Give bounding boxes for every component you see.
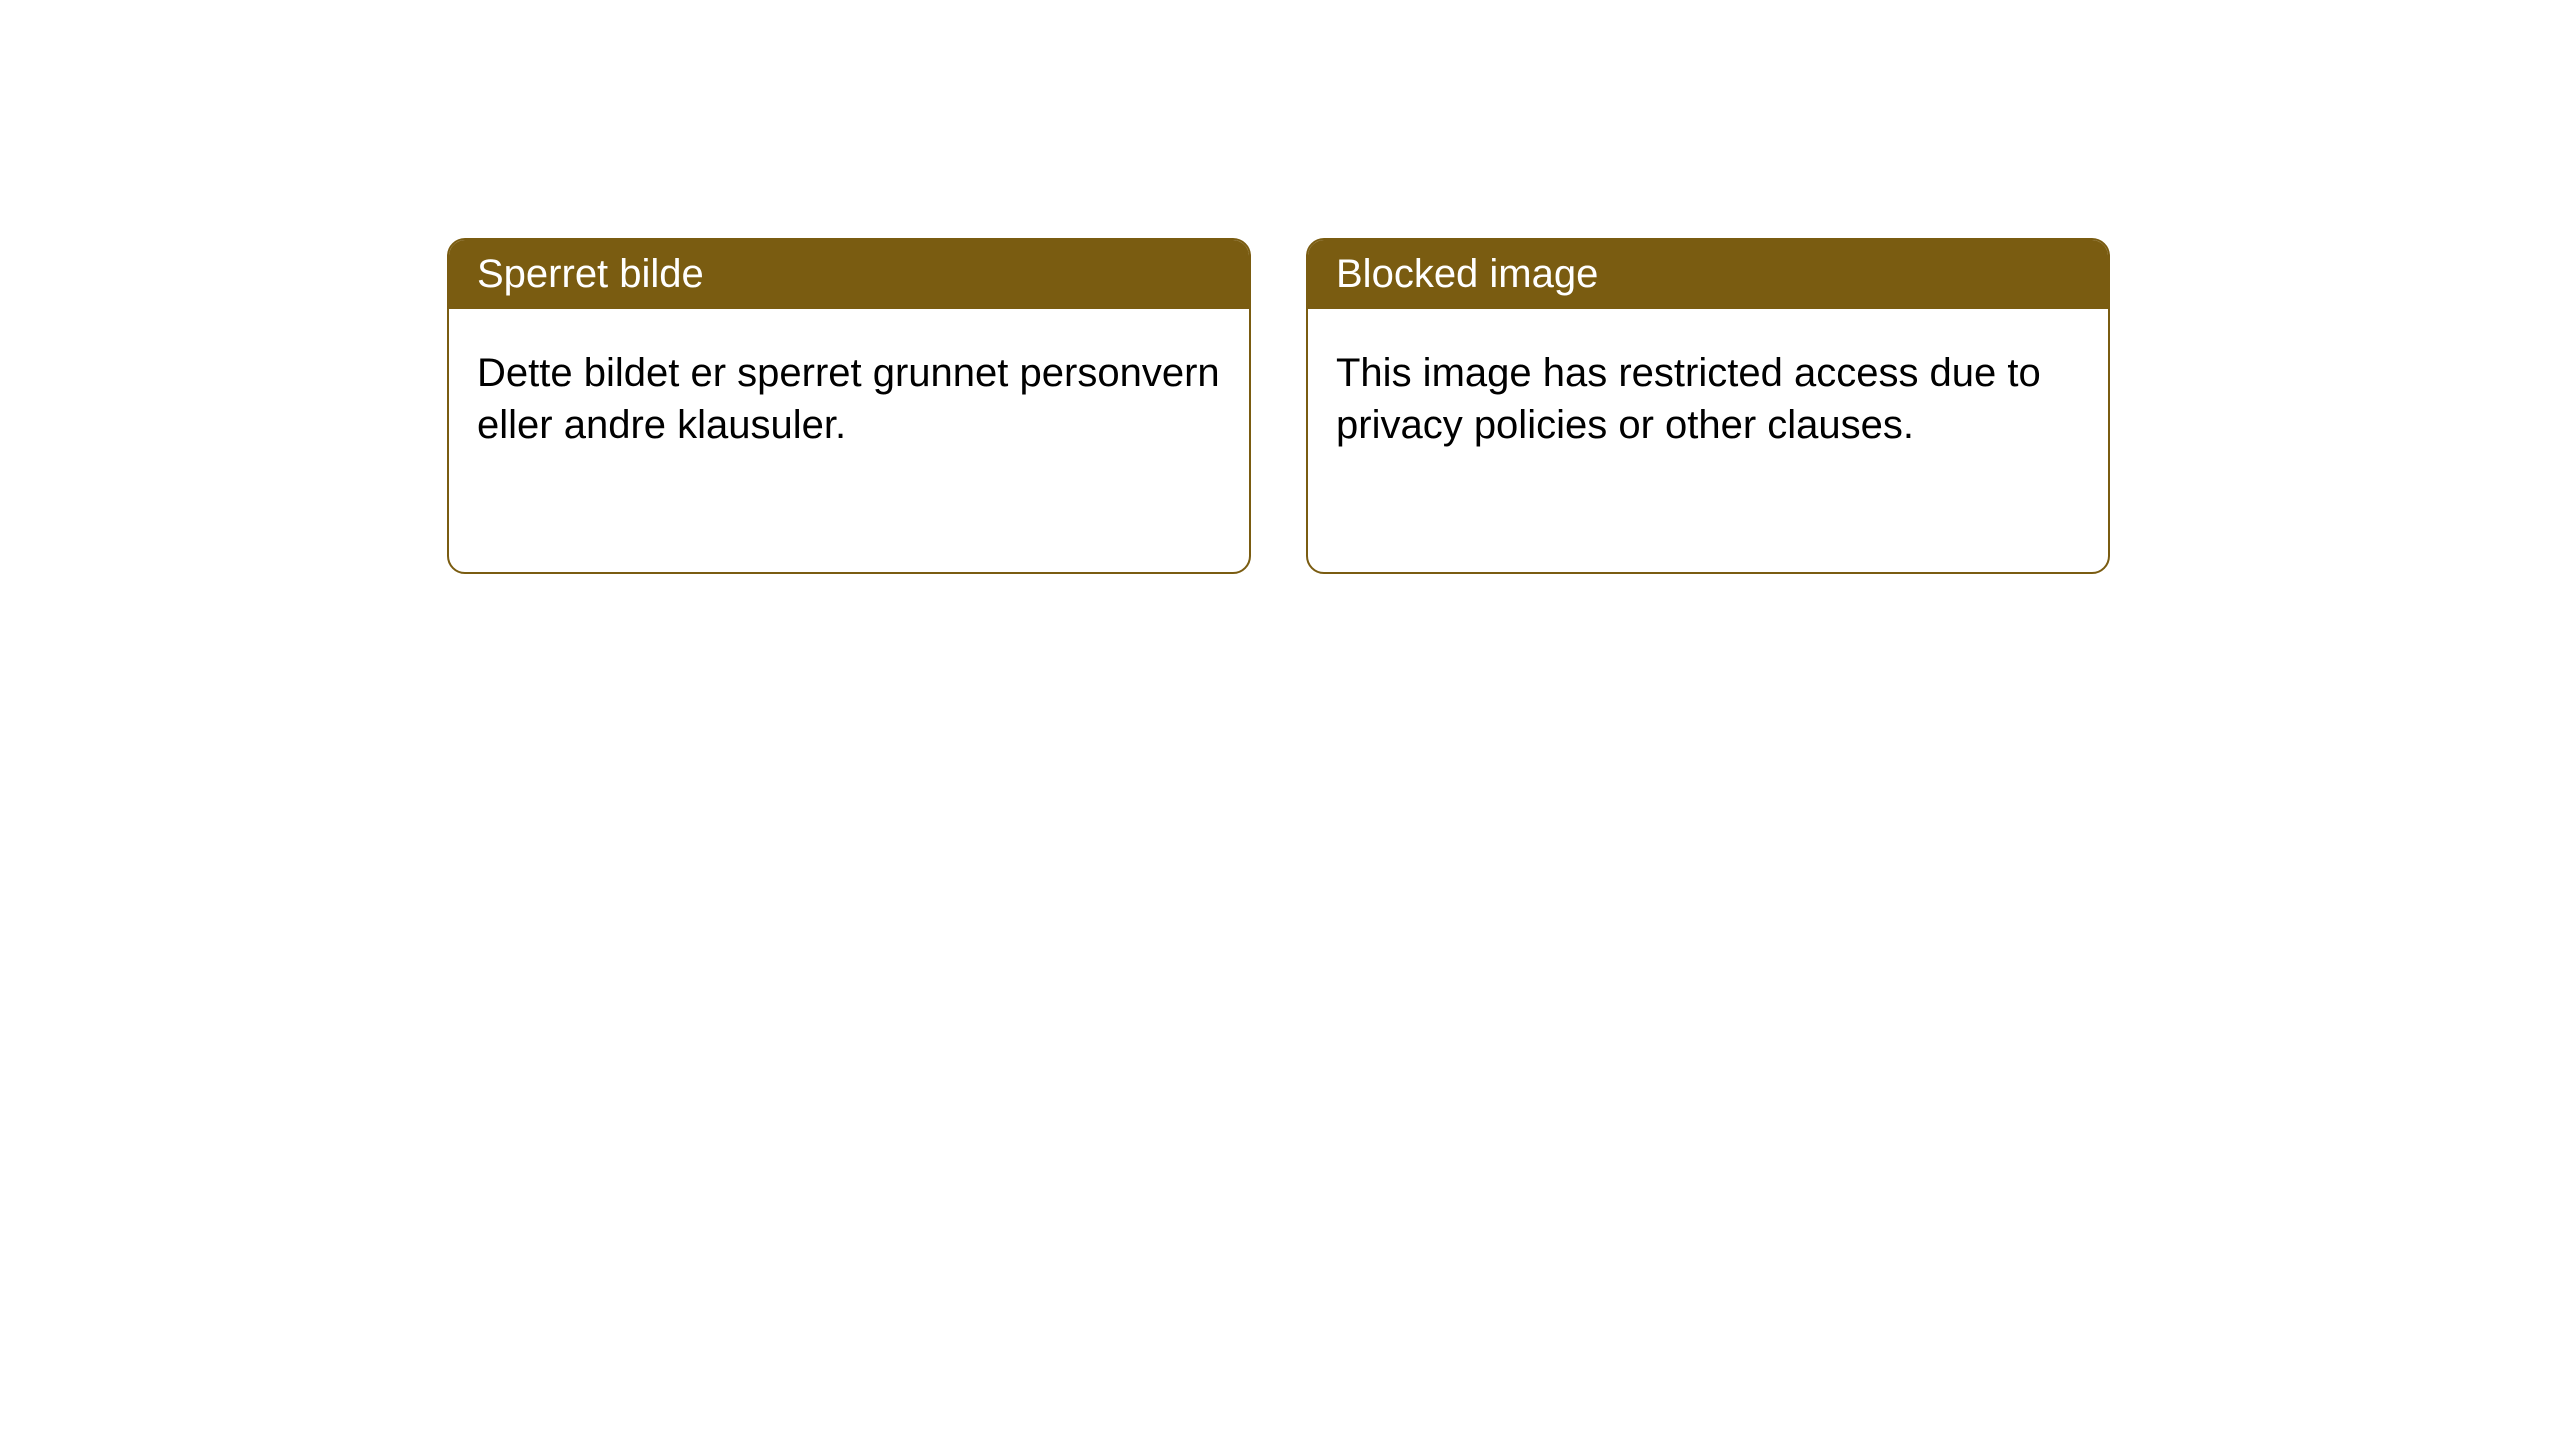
notice-card-norwegian: Sperret bilde Dette bildet er sperret gr… (447, 238, 1251, 574)
notice-card-english: Blocked image This image has restricted … (1306, 238, 2110, 574)
notice-container: Sperret bilde Dette bildet er sperret gr… (447, 238, 2110, 574)
notice-body: This image has restricted access due to … (1308, 309, 2108, 572)
notice-body: Dette bildet er sperret grunnet personve… (449, 309, 1249, 572)
notice-header: Blocked image (1308, 240, 2108, 309)
notice-header: Sperret bilde (449, 240, 1249, 309)
